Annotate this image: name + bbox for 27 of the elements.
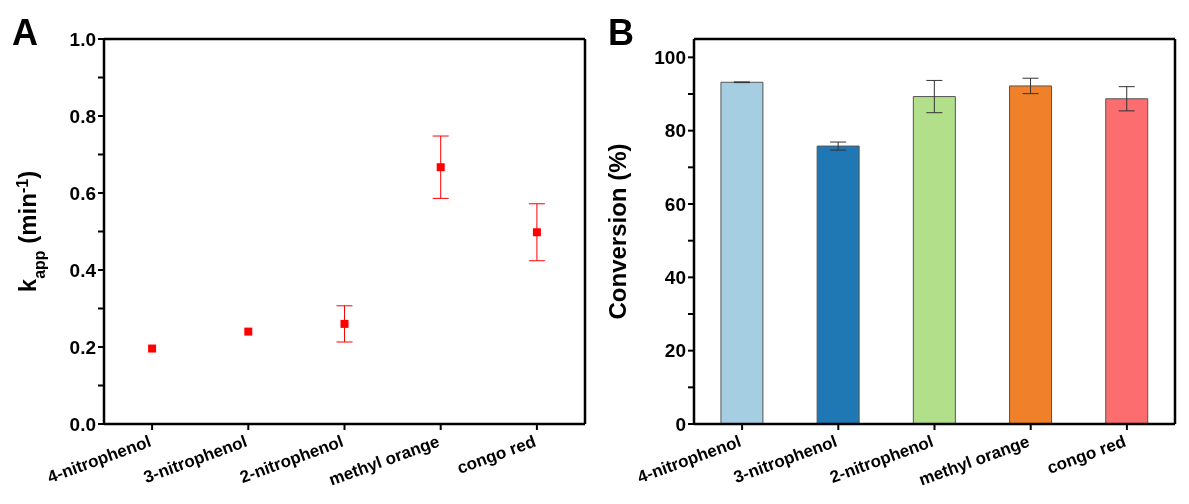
- y-tick-label: 20: [664, 340, 686, 362]
- y-tick-label: 0.4: [69, 259, 97, 281]
- y-tick-label: 0.8: [69, 105, 96, 127]
- chart-title: B: [608, 12, 634, 54]
- y-tick-label: 80: [664, 120, 686, 142]
- x-tick-label: congo red: [1044, 431, 1129, 478]
- point: [244, 327, 253, 336]
- bar: [1009, 85, 1053, 424]
- y-tick-label: 0.2: [69, 336, 96, 358]
- y-tick-label: 1.0: [69, 28, 96, 50]
- y-tick-label: 100: [654, 47, 686, 69]
- chart-title: A: [12, 12, 38, 54]
- point: [148, 344, 157, 353]
- y-tick-label: 40: [664, 267, 686, 289]
- y-tick-label: 0.6: [69, 182, 96, 204]
- y-tick-label: 0.0: [69, 413, 96, 435]
- point: [436, 163, 445, 172]
- point: [340, 319, 349, 328]
- y-tick-label: 60: [664, 193, 686, 215]
- bar: [1105, 98, 1149, 424]
- y-tick-label: 0: [675, 413, 686, 435]
- bar: [912, 96, 956, 424]
- bar: [816, 145, 860, 424]
- bar: [720, 81, 764, 424]
- x-tick-label: congo red: [454, 431, 539, 478]
- y-axis-title: Conversion (%): [604, 143, 631, 320]
- point: [532, 228, 541, 237]
